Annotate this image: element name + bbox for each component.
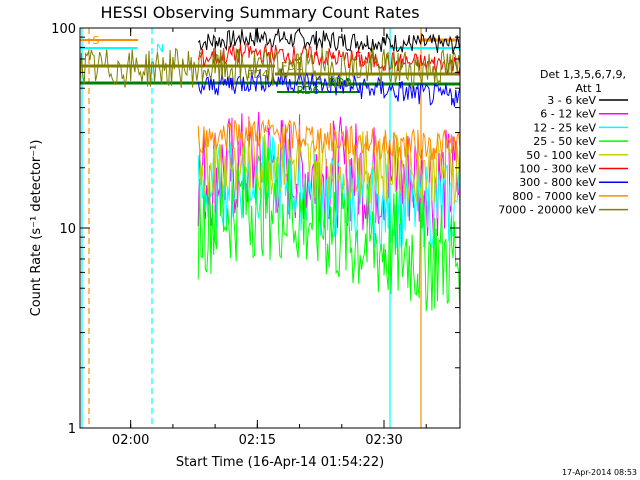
annotation-rd6: RD6 (296, 84, 319, 97)
x-tick-label-02:00: 02:00 (112, 433, 149, 448)
legend-label-5: 100 - 300 keV (519, 163, 596, 176)
x-tick-label-02:15: 02:15 (239, 433, 276, 448)
x-tick-label-02:30: 02:30 (365, 433, 402, 448)
legend-label-7: 800 - 7000 keV (512, 190, 596, 203)
legend-label-4: 50 - 100 keV (526, 149, 596, 162)
x-axis-label: Start Time (16-Apr-14 01:54:22) (176, 455, 384, 470)
y-tick-label-10: 10 (59, 222, 76, 237)
legend-label-3: 25 - 50 keV (533, 135, 596, 148)
annotation-rd0: RD0 (328, 76, 351, 89)
legend-label-1: 6 - 12 keV (540, 108, 596, 121)
legend-label-8: 7000 - 20000 keV (498, 204, 596, 217)
annotation-fd1: FD1 (281, 60, 303, 73)
series-line-25-50-kev (197, 140, 460, 316)
legend-label-0: 3 - 6 keV (547, 94, 596, 107)
y-tick-label-100: 100 (51, 22, 76, 37)
y-tick-label-1: 1 (68, 422, 76, 437)
annotation-s: S (93, 34, 100, 47)
series-line-7000-20000-kev (80, 47, 460, 90)
legend-label-2: 12 - 25 keV (533, 121, 596, 134)
timestamp: 17-Apr-2014 08:53 (562, 468, 637, 477)
plot-area (80, 28, 460, 428)
legend-header-line-1: Det 1,3,5,6,7,9, (540, 68, 626, 81)
chart-title: HESSI Observing Summary Count Rates (100, 3, 419, 22)
y-axis-label: Count Rate (s⁻¹ detector⁻¹) (29, 140, 44, 317)
annotation-f: F (355, 50, 361, 63)
y-axis: 1 10 100 (51, 22, 460, 437)
series-line-50-100-kev (197, 124, 460, 204)
legend-label-6: 300 - 800 keV (519, 176, 596, 189)
annotation-n: N (156, 42, 164, 55)
annotation-fd4: FD4 (247, 68, 269, 81)
series-line-3-6-kev (197, 28, 460, 55)
x-axis: 02:00 02:15 02:30 (112, 28, 427, 448)
legend-header-line-2: Att 1 (576, 82, 602, 95)
series-line-800-7000-kev (197, 118, 460, 161)
